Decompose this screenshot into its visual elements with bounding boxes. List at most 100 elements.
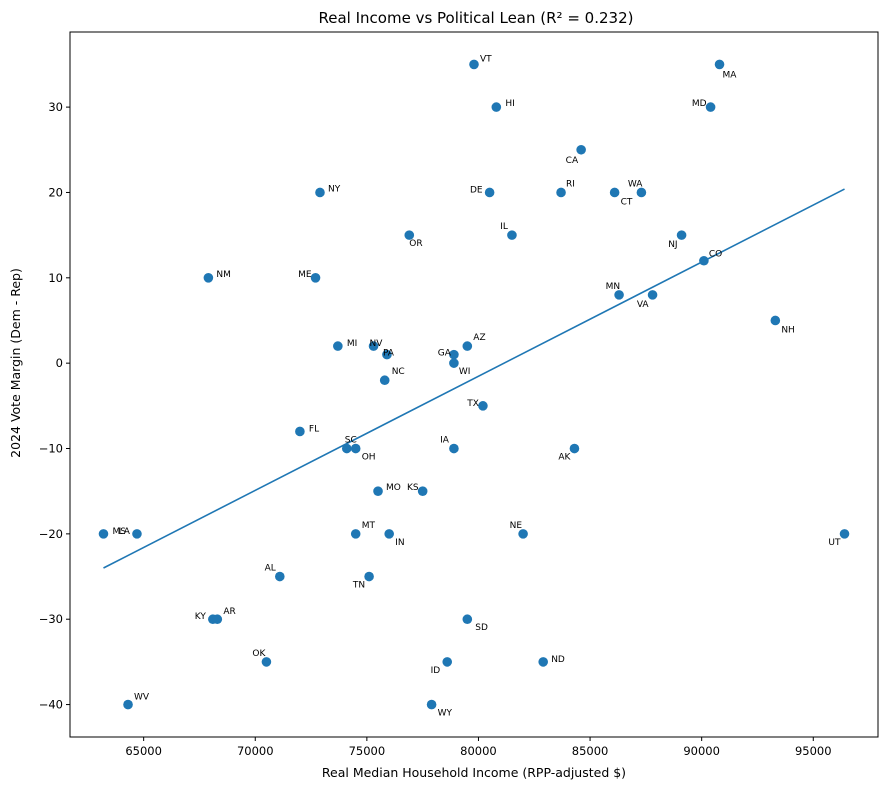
- data-point-il: [507, 230, 517, 240]
- point-label-fl: FL: [309, 424, 319, 434]
- data-point-de: [484, 187, 495, 198]
- data-point-ut: [839, 529, 850, 539]
- point-label-md: MD: [692, 99, 707, 109]
- point-label-id: ID: [431, 666, 441, 676]
- point-label-de: DE: [470, 185, 483, 195]
- data-point-oh: [350, 443, 361, 454]
- data-point-co: [699, 255, 709, 266]
- point-label-mn: MN: [606, 282, 621, 292]
- y-tick-label: −10: [39, 442, 63, 456]
- data-point-nd: [538, 657, 548, 667]
- point-label-wi: WI: [459, 367, 471, 377]
- data-point-id: [442, 657, 453, 667]
- point-label-ne: NE: [510, 521, 523, 531]
- data-point-ne: [518, 529, 528, 539]
- y-tick-label: −40: [39, 698, 63, 712]
- point-label-ms: MS: [112, 527, 126, 537]
- data-point-in: [384, 529, 394, 539]
- point-label-ri: RI: [566, 179, 575, 189]
- point-label-la: LA: [119, 527, 131, 537]
- data-point-md: [705, 102, 716, 112]
- point-label-or: OR: [409, 239, 422, 249]
- point-label-me: ME: [298, 270, 312, 280]
- data-point-ok: [261, 657, 272, 667]
- data-point-ga: [449, 349, 459, 360]
- point-label-ca: CA: [566, 156, 579, 166]
- data-point-tn: [364, 571, 374, 582]
- data-point-hi: [491, 102, 502, 112]
- y-tick-label: 30: [48, 100, 63, 114]
- data-point-fl: [295, 426, 305, 437]
- data-point-al: [275, 571, 285, 582]
- data-point-mt: [350, 529, 361, 539]
- data-point-la: [132, 529, 142, 539]
- data-point-ak: [569, 443, 580, 454]
- data-point-az: [462, 341, 473, 351]
- plot-frame: [69, 31, 879, 738]
- point-label-sd: SD: [475, 623, 488, 633]
- chart-title: Real Income vs Political Lean (R² = 0.23…: [319, 9, 634, 27]
- point-label-ny: NY: [328, 184, 341, 194]
- point-label-hi: HI: [505, 99, 514, 109]
- plot-area: VT MA HI MD CA NY DE RI WA CT OR IL NJ CO NM ME MN VA NH MI…: [39, 31, 879, 758]
- data-point-nv: [368, 341, 379, 351]
- data-point-nm: [203, 273, 214, 283]
- data-point-mo: [373, 486, 383, 496]
- x-tick-label: 70000: [237, 744, 274, 758]
- point-label-il: IL: [500, 222, 508, 232]
- point-label-oh: OH: [362, 453, 376, 463]
- data-point-nc: [379, 375, 390, 386]
- x-tick-label: 80000: [460, 744, 497, 758]
- data-point-sd: [462, 614, 473, 625]
- point-label-nc: NC: [392, 367, 405, 377]
- data-point-sc: [341, 443, 352, 454]
- point-label-nd: ND: [551, 655, 565, 665]
- x-tick-label: 90000: [683, 744, 720, 758]
- data-point-vt: [469, 59, 479, 70]
- y-tick-label: −30: [39, 612, 63, 626]
- y-tick-label: 20: [48, 185, 63, 199]
- data-point-me: [310, 273, 321, 283]
- point-label-ok: OK: [252, 649, 266, 659]
- x-tick-label: 95000: [795, 744, 832, 758]
- point-label-mo: MO: [386, 483, 401, 493]
- point-label-wv: WV: [134, 693, 150, 703]
- data-point-mn: [614, 290, 624, 300]
- point-label-mt: MT: [362, 521, 376, 531]
- point-label-tn: TN: [352, 581, 365, 591]
- data-point-mi: [333, 341, 343, 351]
- point-label-in: IN: [395, 538, 404, 548]
- data-point-or: [404, 230, 415, 240]
- point-label-ma: MA: [723, 70, 738, 80]
- point-label-nh: NH: [781, 325, 795, 335]
- point-label-ks: KS: [407, 483, 419, 493]
- point-label-ut: UT: [828, 538, 841, 548]
- point-label-ak: AK: [558, 453, 571, 463]
- data-point-nj: [676, 230, 687, 240]
- point-label-ct: CT: [621, 197, 633, 207]
- point-label-nj: NJ: [668, 240, 677, 250]
- x-axis-label: Real Median Household Income (RPP-adjust…: [322, 765, 626, 780]
- data-point-ms: [98, 529, 109, 539]
- point-label-sc: SC: [345, 436, 357, 446]
- y-axis-label: 2024 Vote Margin (Dem - Rep): [8, 268, 23, 458]
- point-label-ia: IA: [440, 436, 450, 446]
- x-tick-label: 85000: [572, 744, 609, 758]
- data-point-pa: [382, 349, 392, 360]
- point-label-al: AL: [265, 564, 276, 574]
- point-label-ky: KY: [195, 612, 207, 622]
- data-point-wy: [426, 699, 437, 710]
- point-label-az: AZ: [473, 333, 485, 343]
- point-label-va: VA: [637, 300, 650, 310]
- point-label-vt: VT: [480, 54, 492, 64]
- x-tick-label: 75000: [349, 744, 386, 758]
- data-point-va: [647, 290, 658, 300]
- point-label-tx: TX: [466, 399, 479, 409]
- data-point-ri: [556, 187, 566, 198]
- y-tick-label: 10: [48, 271, 63, 285]
- data-point-ks: [417, 486, 428, 496]
- data-point-wv: [123, 699, 133, 710]
- point-label-ga: GA: [438, 349, 452, 359]
- point-label-nm: NM: [216, 270, 231, 280]
